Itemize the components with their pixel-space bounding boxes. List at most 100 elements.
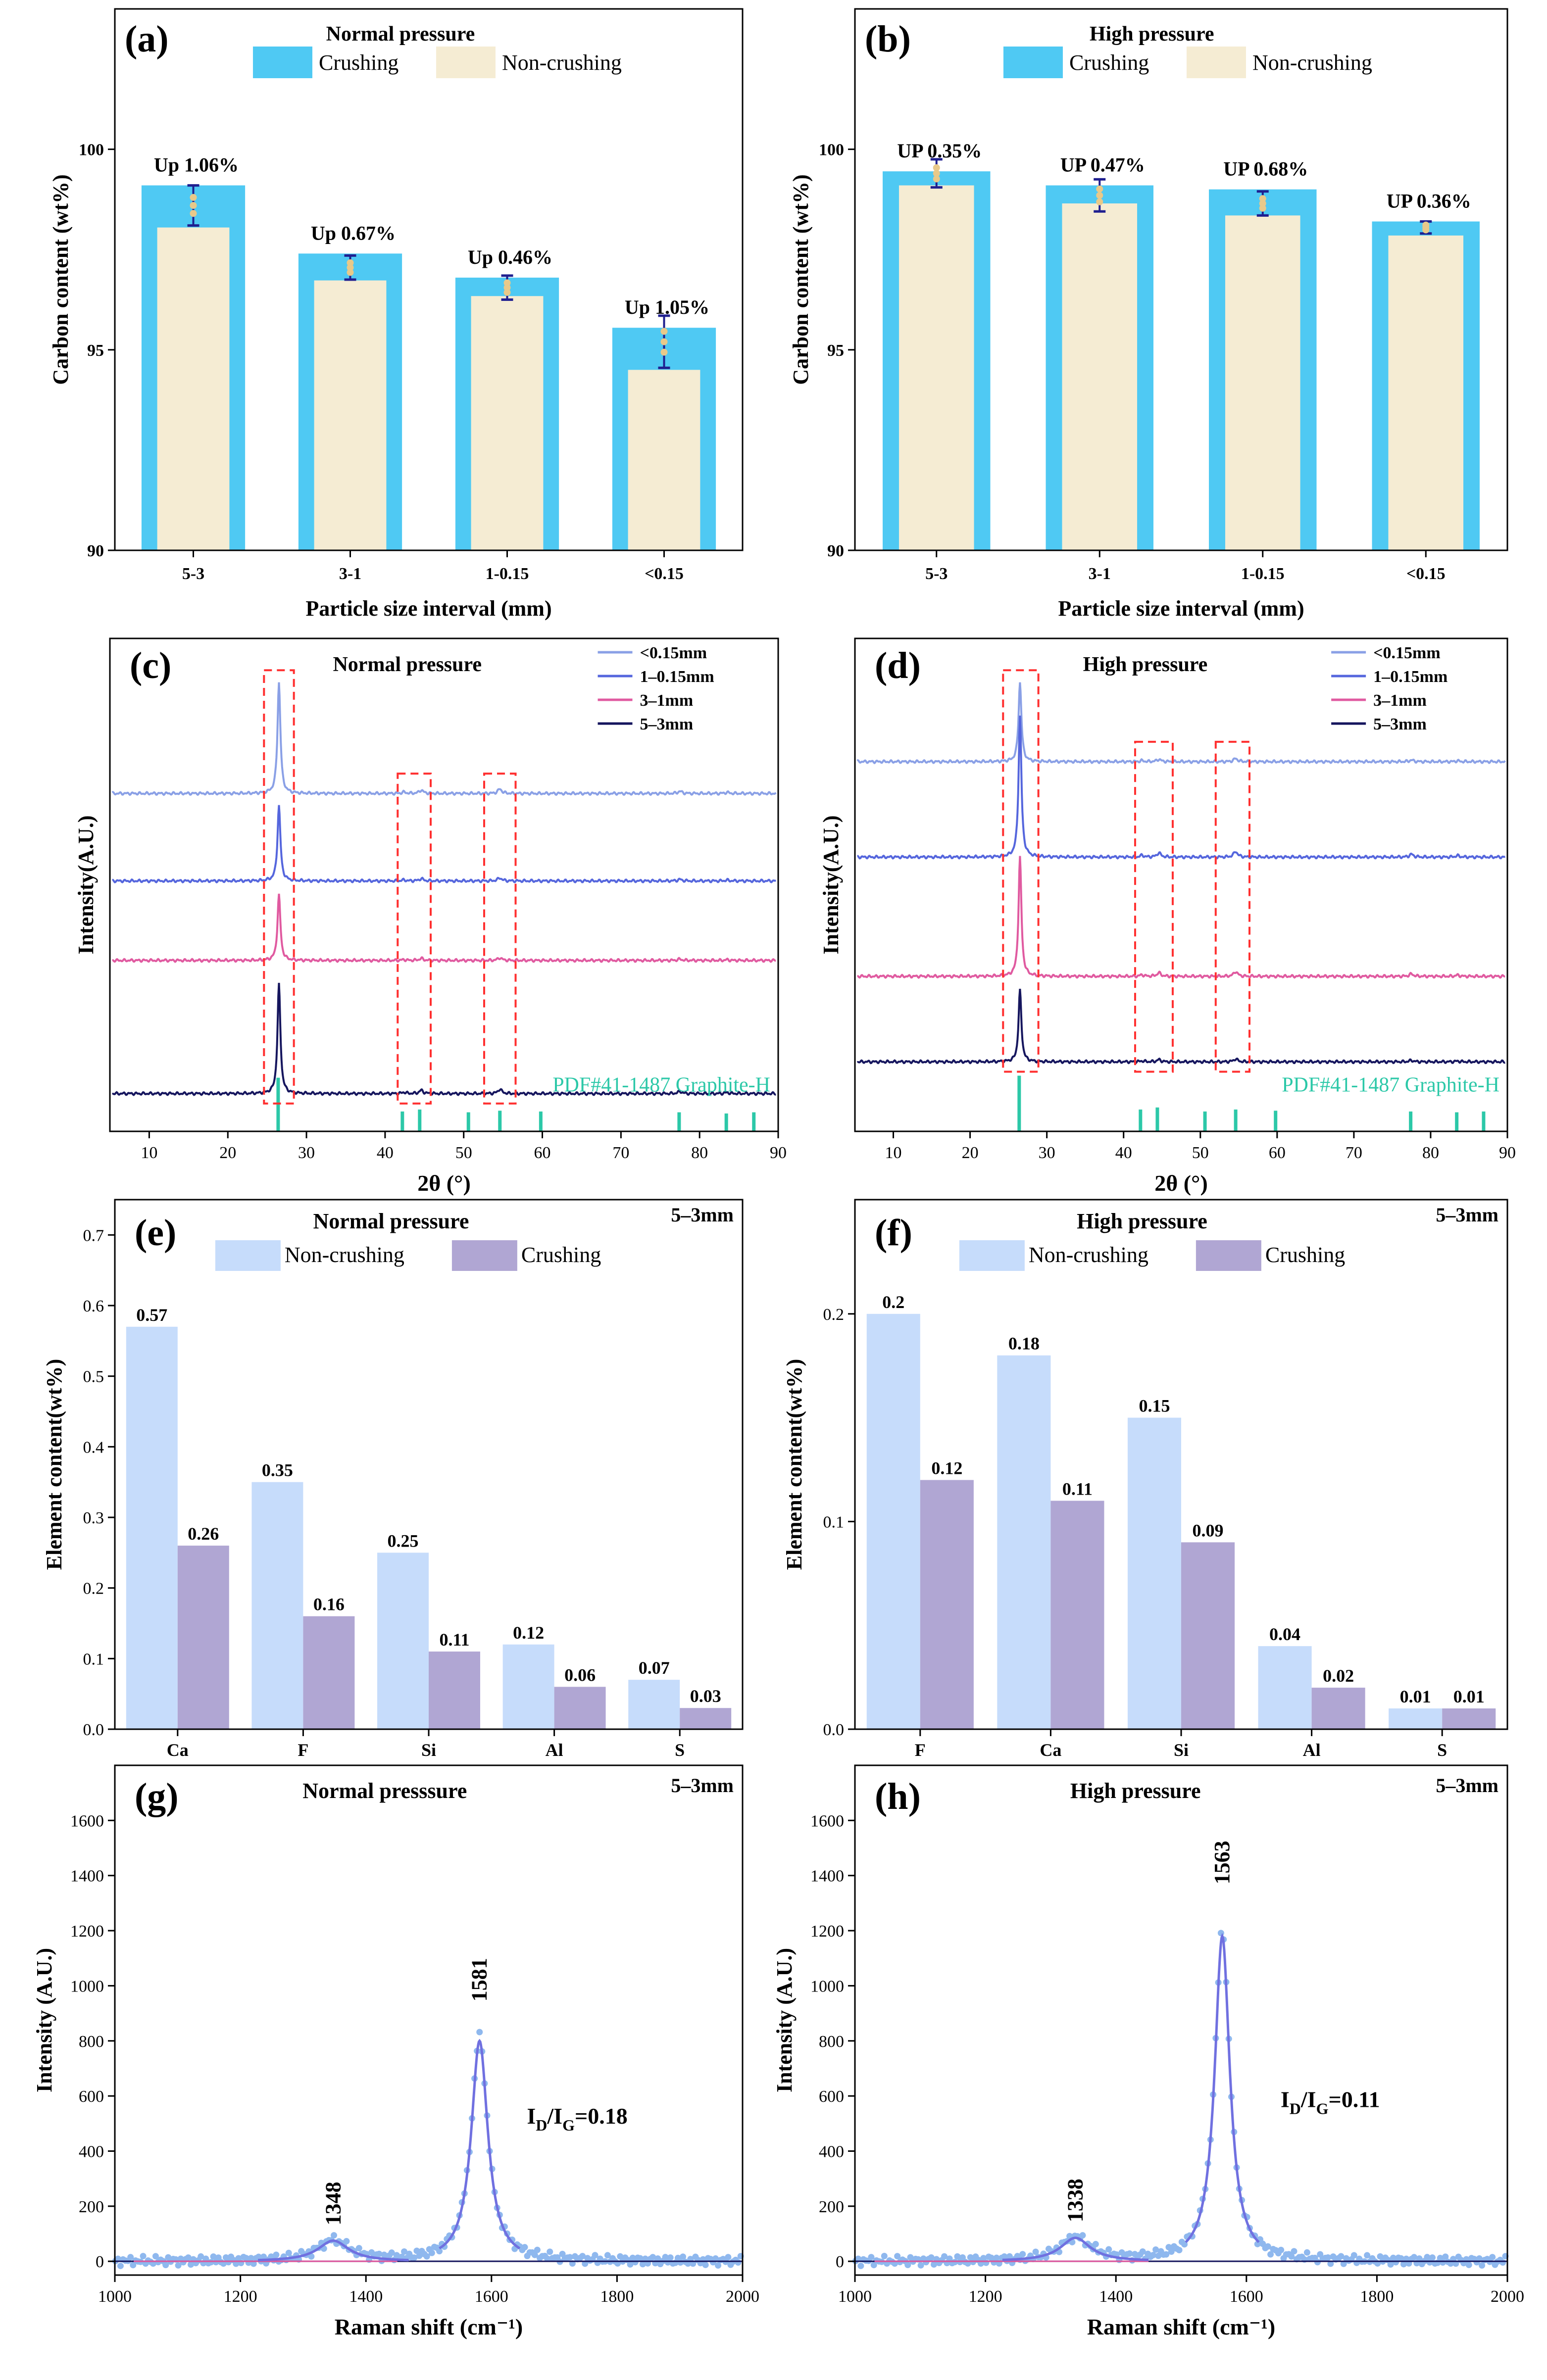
xrd-trace-3 (112, 982, 776, 1096)
ratio-part: D (1290, 2099, 1301, 2117)
y-tick-label: 600 (819, 2088, 844, 2106)
x-tick-label: 80 (1422, 1144, 1439, 1162)
raman-point (951, 2259, 958, 2266)
bar-non-crushing (471, 296, 544, 550)
error-point (503, 284, 511, 291)
xrd-trace-1 (112, 805, 777, 884)
y-tick-label: 90 (827, 542, 844, 560)
raman-point (637, 2255, 644, 2262)
increase-label: Up 1.06% (154, 154, 239, 176)
x-tick-label: 10 (885, 1144, 902, 1162)
raman-point (712, 2255, 719, 2262)
raman-point (1139, 2248, 1146, 2255)
highlight-box (1214, 740, 1251, 1073)
panel-letter: (d) (875, 645, 921, 686)
x-tick-label: Al (546, 1740, 563, 1760)
raman-point (1278, 2246, 1285, 2253)
raman-point (531, 2251, 538, 2258)
raman-point (1168, 2248, 1175, 2255)
raman-point (1314, 2259, 1321, 2266)
raman-point (1264, 2243, 1271, 2250)
raman-point (198, 2253, 204, 2260)
raman-point (1288, 2253, 1295, 2260)
x-tick-label: F (915, 1740, 926, 1760)
bar-non-crushing (898, 185, 974, 550)
value-label: 0.2 (882, 1292, 904, 1312)
legend-label: Crushing (1265, 1243, 1345, 1267)
x-tick-label: 1200 (969, 2287, 1002, 2306)
raman-point (855, 2255, 862, 2262)
bar-non-crushing (1258, 1646, 1312, 1729)
raman-point (355, 2245, 362, 2252)
error-point (190, 194, 197, 201)
raman-point (250, 2260, 257, 2267)
ratio-part: /I (1300, 2087, 1316, 2112)
raman-point (627, 2261, 634, 2268)
raman-point (983, 2259, 990, 2266)
value-label: 0.03 (690, 1686, 721, 1706)
error-point (503, 279, 511, 287)
raman-point (928, 2254, 935, 2261)
x-axis-label: Particle size interval (mm) (305, 596, 551, 621)
y-tick-label: 400 (819, 2142, 844, 2161)
raman-point (1338, 2253, 1345, 2260)
x-tick-label: 60 (534, 1144, 551, 1162)
raman-point (398, 2253, 405, 2260)
value-label: 0.25 (388, 1531, 419, 1551)
error-point (933, 164, 940, 171)
x-tick-label: 5-3 (182, 565, 204, 583)
increase-label: UP 0.47% (1060, 154, 1145, 176)
peak-label: 1348 (321, 2182, 345, 2225)
raman-point (127, 2254, 134, 2261)
raman-point (1303, 2249, 1310, 2256)
highlight-box (483, 773, 517, 1105)
x-tick-label: 70 (1346, 1144, 1362, 1162)
y-tick-label: 800 (819, 2033, 844, 2051)
x-tick-label: 2000 (726, 2287, 759, 2306)
raman-point (140, 2253, 147, 2260)
y-tick-label: 90 (87, 542, 104, 560)
increase-label: UP 0.36% (1387, 190, 1471, 212)
plot-frame-g (114, 1764, 744, 2276)
raman-point (210, 2253, 217, 2260)
raman-point (547, 2248, 553, 2255)
y-tick-label: 0.0 (823, 1721, 845, 1739)
value-label: 0.11 (439, 1630, 469, 1650)
legend-swatch-non-crushing (215, 1240, 281, 1271)
y-tick-label: 0.4 (83, 1438, 104, 1457)
y-tick-label: 0.5 (83, 1368, 104, 1386)
panel-a: 90 95 100 Up 1.06% 5-3 Up 0.67% 3-1 Up 0.46% 1-0… (49, 8, 744, 621)
g-band-fit (1185, 1933, 1260, 2243)
y-tick-label: 0 (836, 2253, 844, 2271)
y-tick-label: 0.3 (83, 1509, 104, 1527)
error-point (1259, 195, 1266, 202)
panel-letter: (e) (135, 1212, 176, 1254)
x-tick-label: 60 (1269, 1144, 1286, 1162)
size-label: 5–3mm (671, 1204, 734, 1226)
raman-point (1079, 2232, 1086, 2239)
legend-swatch-crushing (1196, 1240, 1261, 1271)
raman-point (857, 2262, 864, 2269)
y-axis-label: Intensity(A.U.) (74, 815, 98, 954)
value-label: 0.26 (188, 1524, 219, 1544)
legend-label: <0.15mm (640, 644, 707, 662)
y-axis-label: Carbon content (wt%) (49, 174, 73, 385)
legend-swatch-non-crushing (1186, 47, 1246, 78)
legend-swatch-non-crushing (436, 47, 496, 78)
raman-point (604, 2252, 611, 2259)
y-axis-label: Element content(wt%) (42, 1359, 66, 1570)
bar-non-crushing (126, 1326, 178, 1729)
y-tick-label: 1000 (70, 1977, 104, 1995)
reference-label: PDF#41-1487 Graphite-H (1282, 1074, 1499, 1097)
plot-frame-d (854, 637, 1508, 1132)
raman-point (233, 2260, 240, 2267)
raman-point (1019, 2251, 1026, 2258)
raman-point (114, 2255, 121, 2262)
x-tick-label: 90 (1499, 1144, 1516, 1162)
panel-title: Normal pressure (313, 1209, 469, 1233)
bar-non-crushing (1388, 235, 1464, 550)
y-tick-label: 200 (819, 2198, 844, 2216)
raman-point (416, 2252, 423, 2259)
bar-non-crushing (251, 1482, 303, 1729)
raman-point (662, 2254, 669, 2261)
